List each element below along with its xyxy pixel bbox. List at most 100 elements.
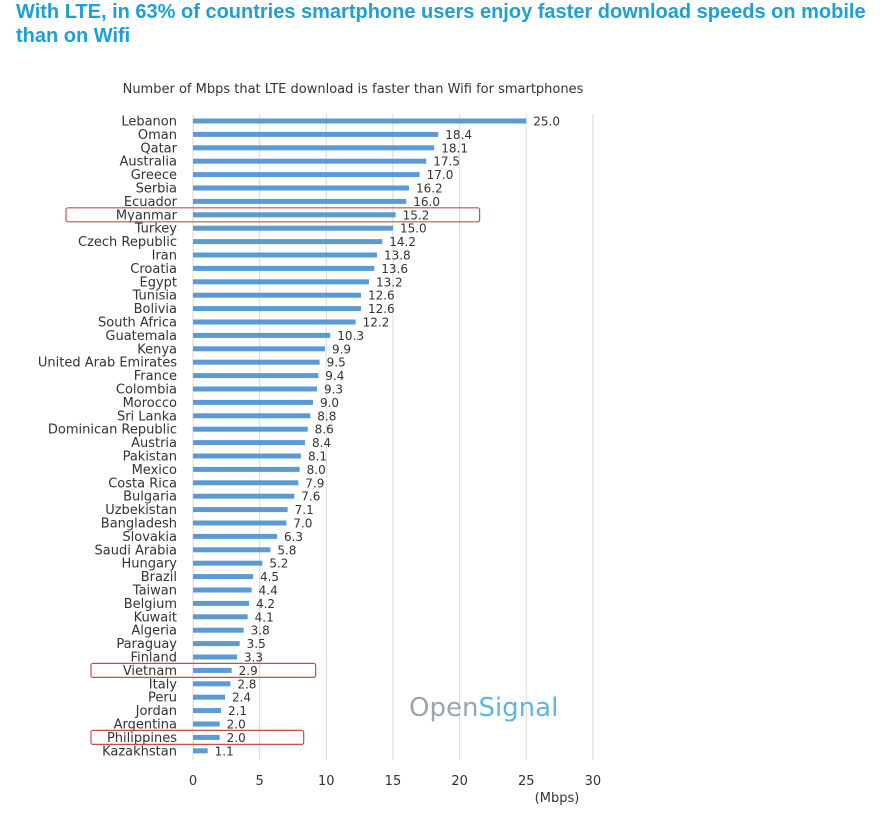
- bar: [193, 319, 356, 325]
- category-label: Costa Rica: [108, 476, 177, 491]
- category-label: South Africa: [98, 316, 177, 331]
- bar: [193, 292, 361, 298]
- value-label: 6.3: [284, 530, 303, 544]
- bar: [193, 694, 225, 700]
- x-tick-label: 5: [256, 774, 264, 789]
- bar: [193, 332, 331, 338]
- category-label: Turkey: [134, 222, 178, 237]
- category-label: Dominican Republic: [48, 423, 177, 438]
- value-label: 16.2: [416, 182, 443, 196]
- category-label: Vietnam: [123, 664, 177, 679]
- bar: [193, 386, 317, 392]
- bar: [193, 252, 377, 258]
- bar: [193, 654, 237, 660]
- bar: [193, 212, 396, 218]
- category-label: Bolivia: [134, 302, 177, 317]
- value-label: 8.1: [308, 450, 327, 464]
- value-label: 13.2: [376, 275, 403, 289]
- bar: [193, 413, 311, 419]
- bar: [193, 145, 435, 151]
- highlight-boxes: [65, 207, 481, 746]
- value-label: 8.0: [307, 463, 326, 477]
- value-label: 9.4: [325, 369, 344, 383]
- bar: [193, 346, 325, 352]
- value-label: 18.1: [441, 141, 468, 155]
- value-label: 7.1: [295, 503, 314, 517]
- category-label: Paraguay: [116, 637, 177, 652]
- bar: [193, 225, 393, 231]
- value-label: 7.9: [305, 476, 324, 490]
- category-label: Colombia: [116, 383, 177, 398]
- category-label: Egypt: [139, 275, 177, 290]
- category-label: Slovakia: [122, 530, 177, 545]
- category-label: Serbia: [136, 182, 177, 197]
- value-label: 17.5: [433, 155, 460, 169]
- bar: [193, 373, 319, 379]
- category-label: Hungary: [121, 557, 177, 572]
- category-label: Austria: [131, 436, 177, 451]
- logo-part-2: Signal: [478, 693, 558, 723]
- x-tick-label: 25: [518, 774, 535, 789]
- value-label: 15.2: [403, 208, 430, 222]
- category-label: Morocco: [123, 396, 177, 411]
- category-label: Greece: [131, 168, 177, 183]
- bar: [193, 131, 439, 137]
- bars: [193, 118, 527, 754]
- value-labels: 25.0 18.418.117.517.016.216.015.215.014.2…: [215, 115, 560, 759]
- category-label: Argentina: [114, 718, 177, 733]
- category-label: Czech Republic: [78, 235, 177, 250]
- bar: [193, 641, 240, 647]
- x-tick-label: 10: [318, 774, 335, 789]
- x-axis-ticks: 0 5 10 15 20 25 30: [189, 774, 601, 789]
- bar: [193, 279, 369, 285]
- category-label: Pakistan: [123, 450, 177, 465]
- chart-title: Number of Mbps that LTE download is fast…: [123, 82, 584, 97]
- value-label: 13.6: [381, 262, 408, 276]
- category-label: United Arab Emirates: [38, 356, 177, 371]
- x-tick-label: 30: [585, 774, 602, 789]
- bar: [193, 265, 375, 271]
- category-label: Ecuador: [124, 195, 178, 210]
- x-axis-label: (Mbps): [535, 791, 580, 806]
- category-labels: LebanonOmanQatarAustraliaGreeceSerbiaEcu…: [38, 115, 178, 760]
- value-label: 5.8: [277, 543, 296, 557]
- bar: [193, 399, 313, 405]
- value-label: 13.8: [384, 249, 411, 263]
- bar: [193, 708, 221, 714]
- category-label: Italy: [149, 677, 178, 692]
- bar: [193, 721, 220, 727]
- highlight-box: [65, 207, 481, 223]
- bar: [193, 520, 287, 526]
- category-label: Bangladesh: [101, 517, 177, 532]
- logo-part-1: Open: [409, 693, 478, 723]
- category-label: Algeria: [131, 624, 177, 639]
- value-label: 3.3: [244, 651, 263, 665]
- bar: [193, 614, 248, 620]
- bar: [193, 667, 232, 673]
- category-label: Kazakhstan: [102, 744, 177, 759]
- value-label: 4.2: [256, 597, 275, 611]
- x-tick-label: 0: [189, 774, 197, 789]
- category-label: Philippines: [107, 731, 177, 746]
- bar: [193, 533, 277, 539]
- value-label: 7.0: [293, 517, 312, 531]
- value-label: 25.0: [533, 115, 560, 129]
- value-label: 16.0: [413, 195, 440, 209]
- bar: [193, 547, 271, 553]
- x-tick-label: 15: [385, 774, 402, 789]
- value-label: 9.0: [320, 396, 339, 410]
- bar: [193, 426, 308, 432]
- value-label: 4.4: [259, 584, 278, 598]
- bar: [193, 587, 252, 593]
- category-label: Belgium: [124, 597, 177, 612]
- category-label: Brazil: [141, 570, 177, 585]
- bar: [193, 748, 208, 754]
- value-label: 2.8: [237, 677, 256, 691]
- value-label: 4.1: [255, 610, 274, 624]
- category-label: Lebanon: [121, 115, 177, 130]
- bar: [193, 466, 300, 472]
- value-label: 3.5: [247, 637, 266, 651]
- value-label: 2.1: [228, 704, 247, 718]
- value-label: 3.8: [251, 624, 270, 638]
